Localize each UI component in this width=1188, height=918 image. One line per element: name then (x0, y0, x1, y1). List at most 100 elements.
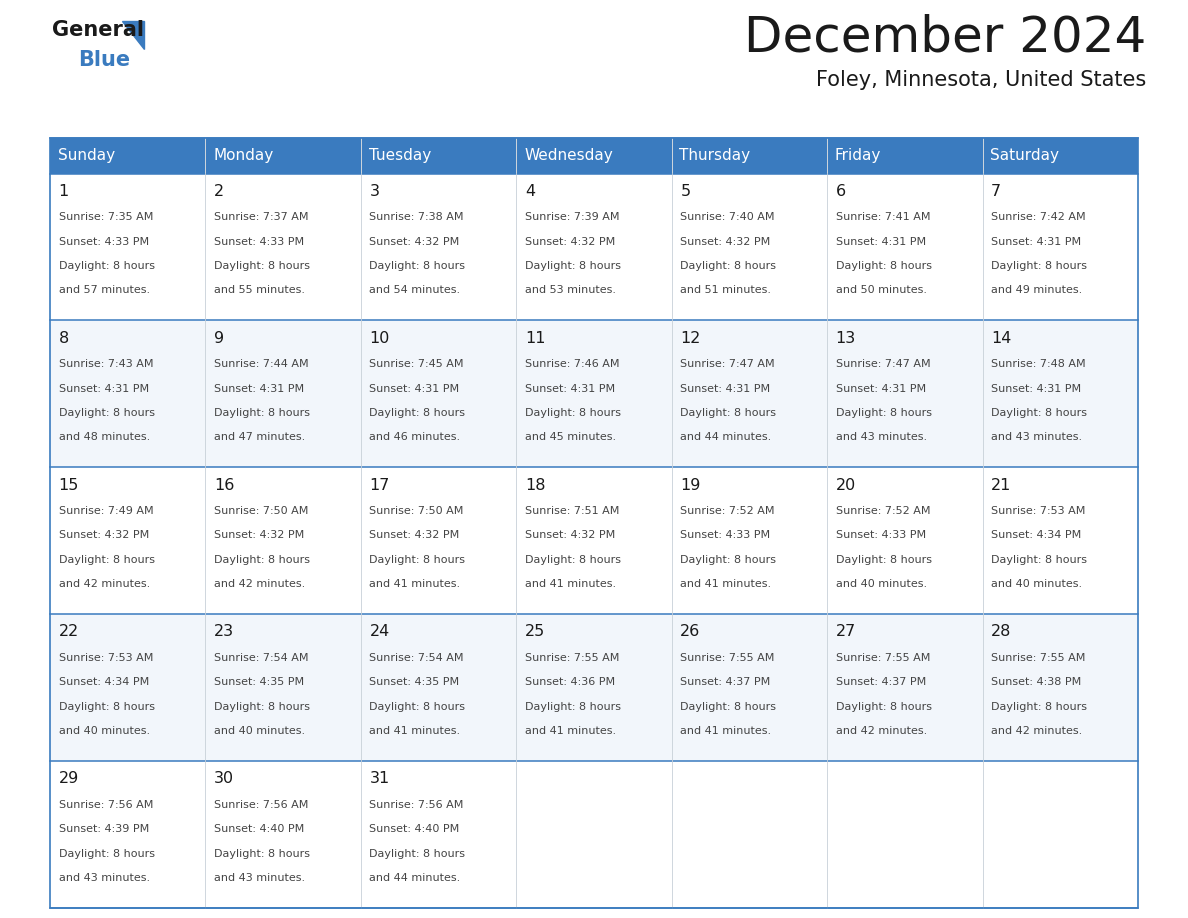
Text: Sunrise: 7:56 AM: Sunrise: 7:56 AM (369, 800, 463, 810)
Text: 30: 30 (214, 771, 234, 787)
Text: 10: 10 (369, 330, 390, 346)
Text: Sunset: 4:31 PM: Sunset: 4:31 PM (835, 237, 925, 247)
Text: Sunrise: 7:50 AM: Sunrise: 7:50 AM (214, 506, 309, 516)
Text: 25: 25 (525, 624, 545, 640)
Text: and 42 minutes.: and 42 minutes. (58, 579, 150, 589)
Text: Daylight: 8 hours: Daylight: 8 hours (835, 554, 931, 565)
Text: Sunrise: 7:51 AM: Sunrise: 7:51 AM (525, 506, 619, 516)
Text: Sunset: 4:36 PM: Sunset: 4:36 PM (525, 677, 615, 688)
Text: and 47 minutes.: and 47 minutes. (214, 432, 305, 442)
Text: Daylight: 8 hours: Daylight: 8 hours (681, 261, 776, 271)
Polygon shape (122, 20, 144, 49)
Text: Sunset: 4:31 PM: Sunset: 4:31 PM (991, 384, 1081, 394)
Text: Sunset: 4:32 PM: Sunset: 4:32 PM (525, 237, 615, 247)
Text: Sunset: 4:34 PM: Sunset: 4:34 PM (991, 531, 1081, 541)
Text: Sunrise: 7:52 AM: Sunrise: 7:52 AM (681, 506, 775, 516)
Text: Sunrise: 7:38 AM: Sunrise: 7:38 AM (369, 212, 463, 222)
Text: December 2024: December 2024 (744, 13, 1146, 61)
Text: 14: 14 (991, 330, 1011, 346)
Text: Sunset: 4:32 PM: Sunset: 4:32 PM (369, 531, 460, 541)
Text: Sunrise: 7:55 AM: Sunrise: 7:55 AM (835, 653, 930, 663)
Text: 31: 31 (369, 771, 390, 787)
Text: Sunrise: 7:47 AM: Sunrise: 7:47 AM (681, 359, 775, 369)
Text: Daylight: 8 hours: Daylight: 8 hours (58, 554, 154, 565)
Text: Daylight: 8 hours: Daylight: 8 hours (835, 701, 931, 711)
Text: Sunset: 4:31 PM: Sunset: 4:31 PM (525, 384, 615, 394)
Text: 17: 17 (369, 477, 390, 493)
Text: Daylight: 8 hours: Daylight: 8 hours (525, 261, 621, 271)
Text: Daylight: 8 hours: Daylight: 8 hours (991, 408, 1087, 418)
Text: and 42 minutes.: and 42 minutes. (991, 726, 1082, 736)
Text: and 54 minutes.: and 54 minutes. (369, 285, 461, 296)
Text: Sunset: 4:37 PM: Sunset: 4:37 PM (681, 677, 771, 688)
Text: Daylight: 8 hours: Daylight: 8 hours (525, 408, 621, 418)
Text: and 43 minutes.: and 43 minutes. (214, 873, 305, 883)
Text: Daylight: 8 hours: Daylight: 8 hours (58, 408, 154, 418)
Text: Sunrise: 7:41 AM: Sunrise: 7:41 AM (835, 212, 930, 222)
Text: 11: 11 (525, 330, 545, 346)
Text: 29: 29 (58, 771, 78, 787)
Text: Daylight: 8 hours: Daylight: 8 hours (369, 701, 466, 711)
Text: and 42 minutes.: and 42 minutes. (214, 579, 305, 589)
Text: Sunday: Sunday (58, 148, 115, 163)
Text: and 55 minutes.: and 55 minutes. (214, 285, 305, 296)
Text: Daylight: 8 hours: Daylight: 8 hours (991, 701, 1087, 711)
Text: Daylight: 8 hours: Daylight: 8 hours (991, 261, 1087, 271)
Text: 28: 28 (991, 624, 1011, 640)
Text: Daylight: 8 hours: Daylight: 8 hours (835, 408, 931, 418)
Text: and 40 minutes.: and 40 minutes. (835, 579, 927, 589)
Text: and 43 minutes.: and 43 minutes. (991, 432, 1082, 442)
Bar (50, 138, 1138, 174)
Text: and 41 minutes.: and 41 minutes. (369, 579, 461, 589)
Text: Tuesday: Tuesday (368, 148, 431, 163)
Text: 3: 3 (369, 184, 379, 199)
Text: 18: 18 (525, 477, 545, 493)
Text: 1: 1 (58, 184, 69, 199)
Text: and 53 minutes.: and 53 minutes. (525, 285, 615, 296)
Text: Sunrise: 7:53 AM: Sunrise: 7:53 AM (991, 506, 1086, 516)
Text: Sunset: 4:31 PM: Sunset: 4:31 PM (991, 237, 1081, 247)
Text: Sunrise: 7:45 AM: Sunrise: 7:45 AM (369, 359, 463, 369)
Text: 20: 20 (835, 477, 855, 493)
Text: and 42 minutes.: and 42 minutes. (835, 726, 927, 736)
Text: Sunrise: 7:44 AM: Sunrise: 7:44 AM (214, 359, 309, 369)
Text: Sunset: 4:32 PM: Sunset: 4:32 PM (214, 531, 304, 541)
Text: 2: 2 (214, 184, 225, 199)
Text: Daylight: 8 hours: Daylight: 8 hours (681, 408, 776, 418)
Text: 19: 19 (681, 477, 701, 493)
Text: Daylight: 8 hours: Daylight: 8 hours (58, 701, 154, 711)
Text: and 41 minutes.: and 41 minutes. (681, 579, 771, 589)
Text: 27: 27 (835, 624, 855, 640)
Text: Daylight: 8 hours: Daylight: 8 hours (214, 261, 310, 271)
Text: and 41 minutes.: and 41 minutes. (681, 726, 771, 736)
Text: Sunrise: 7:56 AM: Sunrise: 7:56 AM (214, 800, 309, 810)
Text: Daylight: 8 hours: Daylight: 8 hours (58, 848, 154, 858)
Text: 23: 23 (214, 624, 234, 640)
Text: Sunset: 4:31 PM: Sunset: 4:31 PM (58, 384, 148, 394)
Text: Sunset: 4:31 PM: Sunset: 4:31 PM (369, 384, 460, 394)
Text: and 40 minutes.: and 40 minutes. (214, 726, 305, 736)
Text: Sunrise: 7:46 AM: Sunrise: 7:46 AM (525, 359, 619, 369)
Text: and 41 minutes.: and 41 minutes. (525, 579, 615, 589)
Text: Sunrise: 7:48 AM: Sunrise: 7:48 AM (991, 359, 1086, 369)
Text: Sunrise: 7:40 AM: Sunrise: 7:40 AM (681, 212, 775, 222)
Text: Sunset: 4:31 PM: Sunset: 4:31 PM (835, 384, 925, 394)
Text: Sunset: 4:35 PM: Sunset: 4:35 PM (369, 677, 460, 688)
Text: Sunset: 4:37 PM: Sunset: 4:37 PM (835, 677, 925, 688)
Text: Sunrise: 7:52 AM: Sunrise: 7:52 AM (835, 506, 930, 516)
Bar (50, 761, 1138, 908)
Text: Sunrise: 7:54 AM: Sunrise: 7:54 AM (369, 653, 463, 663)
Text: 24: 24 (369, 624, 390, 640)
Text: Daylight: 8 hours: Daylight: 8 hours (369, 261, 466, 271)
Text: Sunrise: 7:39 AM: Sunrise: 7:39 AM (525, 212, 619, 222)
Text: 6: 6 (835, 184, 846, 199)
Text: and 44 minutes.: and 44 minutes. (369, 873, 461, 883)
Text: Sunset: 4:32 PM: Sunset: 4:32 PM (58, 531, 148, 541)
Text: Sunset: 4:38 PM: Sunset: 4:38 PM (991, 677, 1081, 688)
Text: and 45 minutes.: and 45 minutes. (525, 432, 615, 442)
Text: Thursday: Thursday (680, 148, 751, 163)
Text: and 40 minutes.: and 40 minutes. (58, 726, 150, 736)
Text: 22: 22 (58, 624, 78, 640)
Text: and 51 minutes.: and 51 minutes. (681, 285, 771, 296)
Bar (50, 320, 1138, 467)
